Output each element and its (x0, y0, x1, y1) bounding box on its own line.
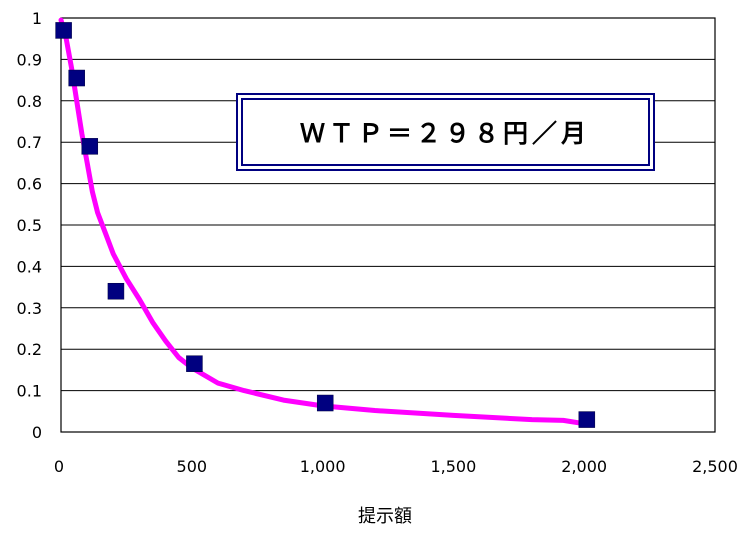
y-axis-tick-labels: 0 0.1 0.2 0.3 0.4 0.5 0.6 0.7 0.8 0.9 1 (17, 9, 42, 442)
wtp-annotation-text: ＷＴＰ＝２９８円／月 (300, 119, 590, 148)
data-markers (55, 22, 596, 428)
fitted-curve-layer (58, 17, 587, 427)
wtp-annotation-box: ＷＴＰ＝２９８円／月 (236, 93, 655, 171)
x-tick-label: 2,500 (692, 457, 738, 476)
y-tick-label: 0.7 (17, 133, 42, 152)
x-tick-label: 0 (54, 457, 64, 476)
data-point-0 (55, 22, 72, 39)
x-tick-label: 2,000 (561, 457, 607, 476)
data-point-3 (107, 282, 125, 300)
y-tick-label: 0.1 (17, 382, 42, 401)
data-point-2 (81, 138, 99, 155)
data-point-4 (186, 355, 203, 372)
y-tick-label: 0.9 (17, 50, 42, 69)
y-tick-label: 0.6 (17, 175, 42, 194)
y-tick-label: 0.2 (17, 340, 42, 359)
data-point-5 (316, 394, 334, 412)
data-point-1 (68, 69, 85, 87)
x-tick-label: 500 (177, 457, 208, 476)
x-axis-title: 提示額 (358, 506, 412, 527)
data-point-6 (578, 411, 596, 428)
y-tick-label: 1 (32, 9, 42, 28)
y-tick-label: 0.3 (17, 299, 42, 318)
plot-area-frame (60, 17, 716, 433)
x-axis-tick-labels: 0 500 1,000 1,500 2,000 2,500 (54, 457, 738, 476)
y-tick-label: 0 (32, 423, 42, 442)
y-tick-label: 0.4 (17, 257, 42, 276)
y-tick-label: 0.5 (17, 216, 42, 235)
x-tick-label: 1,500 (430, 457, 476, 476)
fitted-curve-line (58, 17, 587, 427)
x-tick-label: 1,000 (300, 457, 346, 476)
y-tick-label: 0.8 (17, 92, 42, 111)
